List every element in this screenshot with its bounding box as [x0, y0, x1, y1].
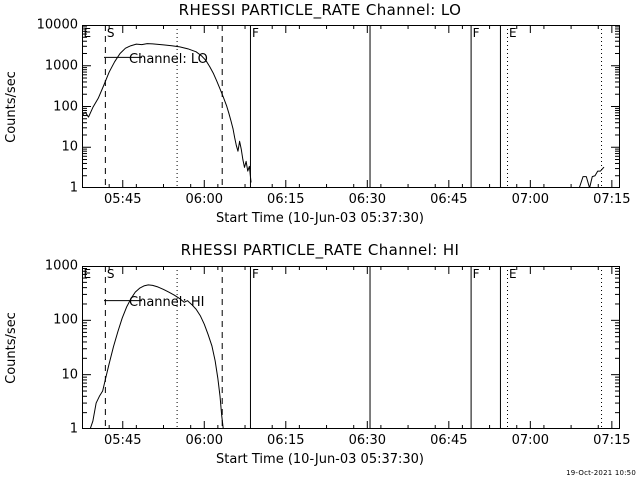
top-marker-label: S: [106, 267, 115, 281]
xtick-label: 07:00: [511, 192, 550, 207]
xtick-label: 07:15: [593, 433, 631, 448]
panel-lo-x-axis-title: Start Time (10-Jun-03 05:37:30): [216, 211, 424, 226]
data-curve: [89, 284, 224, 429]
top-marker-label: F: [251, 267, 259, 281]
panel-hi-legend-label: Channel: HI: [129, 295, 205, 310]
panel-hi-frame: [82, 266, 620, 429]
ytick-label: 1: [69, 180, 78, 196]
xtick-label: 06:15: [267, 192, 305, 207]
ytick-label: 10: [61, 367, 78, 383]
ytick-label: 1000: [44, 58, 78, 74]
top-marker-label: F: [472, 26, 480, 40]
xtick-label: 06:15: [267, 433, 305, 448]
panel-hi-x-axis-title: Start Time (10-Jun-03 05:37:30): [216, 452, 424, 467]
top-marker-label: E: [509, 26, 517, 40]
ytick-label: 100: [53, 99, 78, 114]
ytick-label: 10000: [36, 17, 78, 33]
panel-lo-y-axis-title: Counts/sec: [4, 71, 19, 143]
xtick-label: 06:00: [185, 433, 223, 448]
panel-hi-title: RHESSI PARTICLE_RATE Channel: HI: [180, 241, 460, 259]
data-curve: [82, 43, 252, 183]
xtick-label: 06:30: [348, 433, 387, 448]
top-marker-label: E: [509, 267, 517, 281]
top-marker-label: E: [83, 26, 92, 40]
panel-channel-hi: RHESSI PARTICLE_RATE Channel: HI 1000 10…: [0, 240, 640, 480]
panel-hi-y-axis-title: Counts/sec: [4, 312, 19, 384]
panel-lo-title: RHESSI PARTICLE_RATE Channel: LO: [178, 1, 462, 19]
top-marker-label: F: [251, 26, 259, 40]
top-marker-label: S: [106, 26, 115, 40]
panel-lo-legend-label: Channel: LO: [129, 52, 208, 67]
xtick-label: 07:15: [593, 192, 631, 207]
panel-hi-plot-area: [82, 266, 620, 429]
top-marker-label: F: [472, 267, 480, 281]
render-timestamp: 19-Oct-2021 10:50: [566, 469, 636, 477]
xtick-label: 06:00: [185, 192, 223, 207]
panel-hi-yaxis-labels: 1000 100 10 1: [0, 240, 78, 480]
panel-lo-yaxis-labels: 10000 1000 100 10 1: [0, 0, 78, 240]
top-marker-label: E: [83, 267, 92, 281]
xtick-label: 05:45: [104, 433, 142, 448]
panel-lo-frame: [82, 25, 620, 188]
ytick-label: 100: [53, 312, 78, 328]
xtick-label: 06:45: [430, 433, 468, 448]
xtick-label: 05:45: [104, 192, 142, 207]
xtick-label: 07:00: [511, 433, 550, 448]
xtick-label: 06:30: [348, 192, 387, 207]
ytick-label: 1000: [44, 258, 78, 274]
ytick-label: 10: [61, 139, 78, 155]
data-curve: [578, 166, 605, 188]
panel-channel-lo: RHESSI PARTICLE_RATE Channel: LO 10000 1…: [0, 0, 631, 240]
ytick-label: 1: [69, 421, 78, 437]
xtick-label: 06:45: [430, 192, 468, 207]
